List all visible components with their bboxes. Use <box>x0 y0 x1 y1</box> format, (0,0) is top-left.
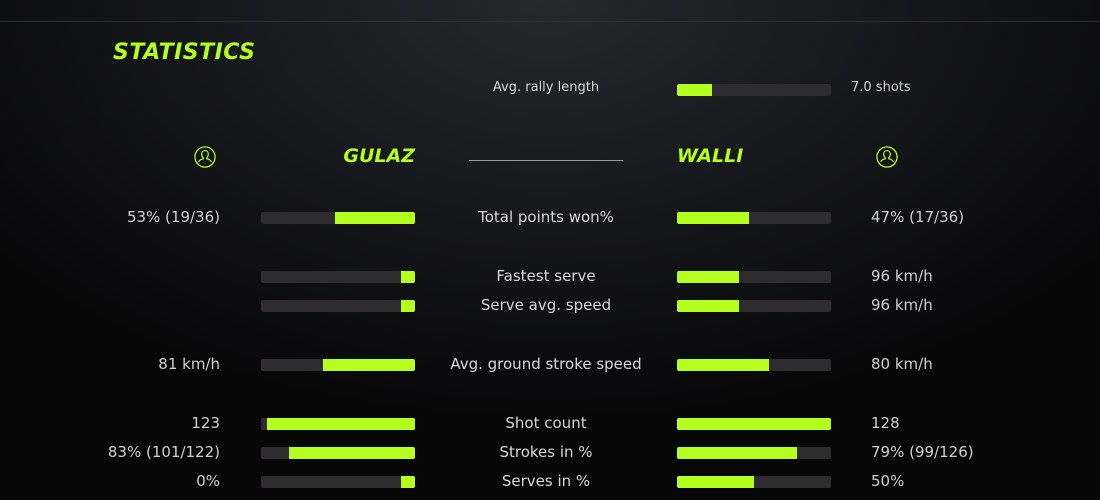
right-value: 47% (17/36) <box>871 208 965 226</box>
right-bar-fill <box>677 300 739 312</box>
rally-bar <box>677 84 831 96</box>
left-bar <box>261 300 415 312</box>
stat-row: 123 Shot count 128 <box>0 414 1100 434</box>
stat-label: Fastest serve <box>496 267 596 285</box>
left-bar <box>261 476 415 488</box>
left-bar-fill <box>288 447 415 459</box>
right-bar <box>677 359 831 371</box>
left-value: 123 <box>191 414 220 432</box>
right-bar <box>677 476 831 488</box>
right-bar <box>677 447 831 459</box>
stat-row: 0% Serves in % 50% <box>0 472 1100 492</box>
header-divider <box>469 160 623 161</box>
stat-label: Serves in % <box>501 472 591 490</box>
stat-row: 53% (19/36) Total points won% 47% (17/36… <box>0 208 1100 228</box>
left-value: 53% (19/36) <box>126 208 220 226</box>
left-bar <box>261 271 415 283</box>
rally-row: Avg. rally length 7.0 shots <box>0 80 1100 100</box>
right-value: 50% <box>871 472 905 490</box>
right-value: 96 km/h <box>871 296 933 314</box>
stat-row: Serve avg. speed 96 km/h <box>0 296 1100 316</box>
user-circle-icon <box>876 146 898 168</box>
right-bar-fill <box>677 418 831 430</box>
left-bar-fill <box>401 476 415 488</box>
right-bar <box>677 271 831 283</box>
stat-label: Strokes in % <box>499 443 593 461</box>
left-bar-fill <box>401 300 415 312</box>
left-bar <box>261 359 415 371</box>
right-value: 96 km/h <box>871 267 933 285</box>
left-bar-fill <box>401 271 415 283</box>
stat-row: Fastest serve 96 km/h <box>0 267 1100 287</box>
stat-row: 83% (101/122) Strokes in % 79% (99/126) <box>0 443 1100 463</box>
left-bar <box>261 418 415 430</box>
stat-label: Total points won% <box>478 208 614 226</box>
right-bar-fill <box>677 476 754 488</box>
stat-row: 81 km/h Avg. ground stroke speed 80 km/h <box>0 355 1100 375</box>
left-bar <box>261 212 415 224</box>
right-bar-fill <box>677 359 770 371</box>
stat-label: Serve avg. speed <box>480 296 612 314</box>
right-value: 80 km/h <box>871 355 933 373</box>
right-value: 128 <box>871 414 900 432</box>
right-bar-fill <box>677 271 739 283</box>
right-bar-fill <box>677 212 750 224</box>
right-bar <box>677 300 831 312</box>
left-bar-fill <box>322 359 415 371</box>
left-value: 81 km/h <box>158 355 220 373</box>
left-bar-fill <box>334 212 415 224</box>
right-bar <box>677 212 831 224</box>
player-left-name: GULAZ <box>343 145 415 167</box>
left-value: 0% <box>196 472 220 490</box>
right-value: 79% (99/126) <box>871 443 974 461</box>
rally-label: Avg. rally length <box>492 80 600 95</box>
page-title: STATISTICS <box>113 40 256 65</box>
left-bar <box>261 447 415 459</box>
user-circle-icon <box>194 146 216 168</box>
player-right-name: WALLI <box>677 145 744 167</box>
right-bar <box>677 418 831 430</box>
rally-bar-fill <box>677 84 713 96</box>
top-divider <box>0 21 1100 22</box>
stat-label: Avg. ground stroke speed <box>450 355 642 373</box>
right-bar-fill <box>677 447 798 459</box>
left-bar-fill <box>267 418 415 430</box>
stat-label: Shot count <box>505 414 587 432</box>
rally-value: 7.0 shots <box>851 80 911 95</box>
left-value: 83% (101/122) <box>107 443 220 461</box>
